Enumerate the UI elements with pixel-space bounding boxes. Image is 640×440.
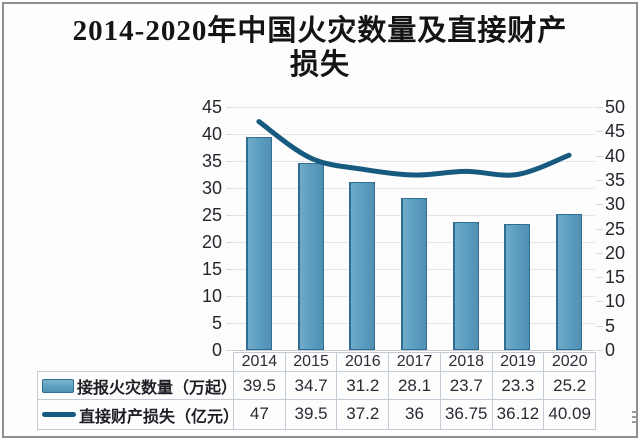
- bar-2018: [452, 222, 479, 350]
- y-axis-left-label: 10: [201, 286, 222, 306]
- y-axis-left-label: 5: [211, 313, 222, 333]
- gridline: [233, 107, 595, 108]
- bar-2017: [401, 198, 427, 350]
- bar-2016: [349, 181, 376, 350]
- y-axis-right-label: 15: [605, 267, 626, 288]
- chart-title: 2014-2020年中国火灾数量及直接财产 损失: [0, 14, 640, 82]
- value-cell: 40.09: [543, 400, 595, 429]
- year-cell: 2015: [284, 353, 337, 371]
- y-axis-right-label: 35: [605, 169, 626, 190]
- value-cell: 34.7: [284, 372, 337, 399]
- y-axis-left-tick: [226, 134, 233, 135]
- value-cell: 47: [233, 400, 285, 429]
- y-axis-right-label: 5: [605, 315, 616, 336]
- y-axis-left-tick: [226, 269, 233, 270]
- year-cell: 2014: [241, 353, 278, 370]
- y-axis-right-tick: [596, 228, 603, 230]
- series-table: 接报火灾数量（万起） 39.5 34.7 31.2 28.1 23.7 23.3 25.2 直接…: [37, 371, 596, 430]
- bar-2014: [245, 136, 272, 350]
- year-cell: 2016: [336, 353, 388, 371]
- y-axis-left-label: 25: [201, 205, 222, 225]
- legend-label: 接报火灾数量（万起）: [77, 379, 233, 397]
- value-cell: 23.3: [491, 372, 544, 399]
- year-cell: 2020: [543, 353, 595, 371]
- value-cell: 39.5: [284, 400, 337, 429]
- y-axis-left-tick: [226, 323, 233, 324]
- y-axis-right-label: 50: [605, 97, 626, 117]
- y-axis-left-tick: [226, 296, 233, 297]
- y-axis-left-tick: [226, 188, 233, 189]
- year-cell: 2019: [491, 353, 544, 371]
- gridline: [233, 350, 595, 351]
- y-axis-left-tick: [226, 242, 233, 243]
- year-cell: 2017: [388, 353, 440, 371]
- y-axis-left-tick: [226, 350, 233, 351]
- legend-label: 直接财产损失（亿元）: [79, 408, 233, 426]
- value-cell: 39.5: [233, 372, 285, 399]
- table-row: 直接财产损失（亿元） 47 39.5 37.2 36 36.75 36.12 40.09: [38, 400, 595, 429]
- gridline: [233, 188, 595, 189]
- y-axis-right-label: 0: [605, 340, 616, 360]
- y-axis-right-tick: [596, 301, 603, 303]
- value-cell: 31.2: [336, 372, 388, 399]
- y-axis-left-label: 15: [201, 259, 222, 279]
- legend-line-swatch: [42, 412, 76, 417]
- chart-title-line1: 2014-2020年中国火灾数量及直接财产: [72, 15, 568, 47]
- y-axis-left-label: 40: [201, 124, 222, 144]
- value-cell: 37.2: [336, 400, 388, 429]
- value-cell: 36.12: [491, 400, 544, 429]
- y-axis-right-tick: [596, 107, 603, 108]
- y-axis-right-label: 10: [605, 291, 626, 312]
- value-cell: 25.2: [543, 372, 595, 399]
- year-cell: 2018: [439, 353, 492, 371]
- bar-2020: [556, 213, 583, 350]
- bar-2015: [297, 162, 324, 350]
- y-axis-left-label: 30: [201, 178, 222, 198]
- y-axis-left-tick: [226, 215, 233, 216]
- y-axis-right-tick: [596, 350, 603, 351]
- watermark-fragment: [631, 408, 637, 424]
- y-axis-right-tick: [596, 179, 603, 181]
- table-row: 接报火灾数量（万起） 39.5 34.7 31.2 28.1 23.7 23.3 25.2: [38, 372, 595, 400]
- y-axis-right-tick: [596, 252, 603, 254]
- y-axis-right-label: 30: [605, 194, 626, 215]
- y-axis-right-tick: [596, 204, 603, 206]
- legend-bar-swatch: [42, 378, 74, 393]
- y-axis-left-label: 45: [201, 97, 222, 117]
- legend-label-cell: 接报火灾数量（万起）: [38, 372, 233, 399]
- year-header-row: 2014 2015 2016 2017 2018 2019 2020: [233, 352, 596, 371]
- y-axis-left-label: 35: [201, 151, 222, 171]
- y-axis-right-label: 20: [605, 242, 626, 263]
- y-axis-left-tick: [226, 107, 233, 108]
- y-axis-left-label: 20: [201, 232, 222, 252]
- value-cell: 23.7: [439, 372, 492, 399]
- legend-label-cell: 直接财产损失（亿元）: [38, 400, 233, 429]
- value-cell: 36: [388, 400, 440, 429]
- value-cell: 36.75: [439, 400, 492, 429]
- value-cell: 28.1: [388, 372, 440, 399]
- bar-2019: [504, 224, 531, 350]
- y-axis-right-tick: [596, 325, 603, 327]
- y-axis-right-label: 25: [605, 218, 626, 239]
- y-axis-left-label: 0: [211, 340, 222, 360]
- y-axis-right-label: 40: [605, 145, 626, 166]
- gridline: [233, 161, 595, 162]
- y-axis-right-label: 45: [605, 121, 626, 142]
- y-axis-right-tick: [596, 155, 603, 157]
- y-axis-right-tick: [596, 277, 603, 279]
- y-axis-left-tick: [226, 161, 233, 162]
- y-axis-right-tick: [596, 131, 603, 133]
- gridline: [233, 134, 595, 135]
- chart-title-line2: 损失: [289, 49, 350, 81]
